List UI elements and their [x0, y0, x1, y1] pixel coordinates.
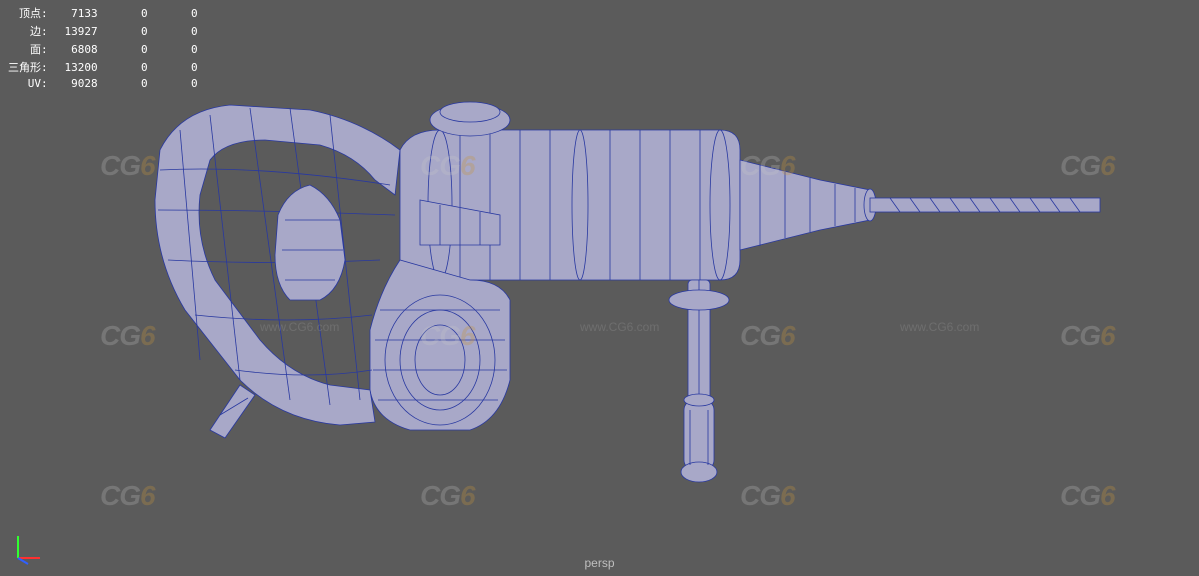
- watermark-brand: CG6: [740, 150, 795, 182]
- watermark-url: www.CG6.com: [260, 320, 339, 334]
- watermark-brand: CG6: [1060, 480, 1115, 512]
- hud-label: 面:: [8, 40, 56, 58]
- hud-label: 边:: [8, 22, 56, 40]
- watermark-url: www.CG6.com: [580, 320, 659, 334]
- hud-value: 0: [106, 4, 156, 22]
- hud-value: 7133: [56, 4, 106, 22]
- hud-value: 0: [106, 76, 156, 91]
- watermark-brand: CG6: [740, 320, 795, 352]
- hud-row: 面:680800: [8, 40, 206, 58]
- axis-gizmo: [10, 530, 46, 566]
- watermark-brand: CG6: [420, 320, 475, 352]
- hud-row: 边:1392700: [8, 22, 206, 40]
- watermark-brand: CG6: [420, 480, 475, 512]
- hud-value: 6808: [56, 40, 106, 58]
- watermark-brand: CG6: [1060, 150, 1115, 182]
- hud-value: 0: [156, 58, 206, 76]
- hud-value: 0: [106, 40, 156, 58]
- hud-value: 0: [106, 58, 156, 76]
- polycount-table: 顶点:713300边:1392700面:680800三角形:1320000UV:…: [8, 4, 206, 91]
- hud-value: 0: [106, 22, 156, 40]
- watermark-brand: CG6: [100, 320, 155, 352]
- hud-row: 三角形:1320000: [8, 58, 206, 76]
- hud-value: 13927: [56, 22, 106, 40]
- watermark-brand: CG6: [740, 480, 795, 512]
- polycount-hud: 顶点:713300边:1392700面:680800三角形:1320000UV:…: [0, 0, 214, 95]
- hud-value: 13200: [56, 58, 106, 76]
- hud-value: 0: [156, 4, 206, 22]
- hud-value: 9028: [56, 76, 106, 91]
- watermark-brand: CG6: [100, 480, 155, 512]
- watermark-url: www.CG6.com: [900, 320, 979, 334]
- camera-label: persp: [584, 556, 614, 570]
- hud-label: 顶点:: [8, 4, 56, 22]
- hud-value: 0: [156, 22, 206, 40]
- watermark-brand: CG6: [1060, 320, 1115, 352]
- watermark-brand: CG6: [100, 150, 155, 182]
- hud-value: 0: [156, 76, 206, 91]
- hud-label: UV:: [8, 76, 56, 91]
- watermark-brand: CG6: [420, 150, 475, 182]
- hud-value: 0: [156, 40, 206, 58]
- hud-row: UV:902800: [8, 76, 206, 91]
- hud-row: 顶点:713300: [8, 4, 206, 22]
- hud-label: 三角形:: [8, 58, 56, 76]
